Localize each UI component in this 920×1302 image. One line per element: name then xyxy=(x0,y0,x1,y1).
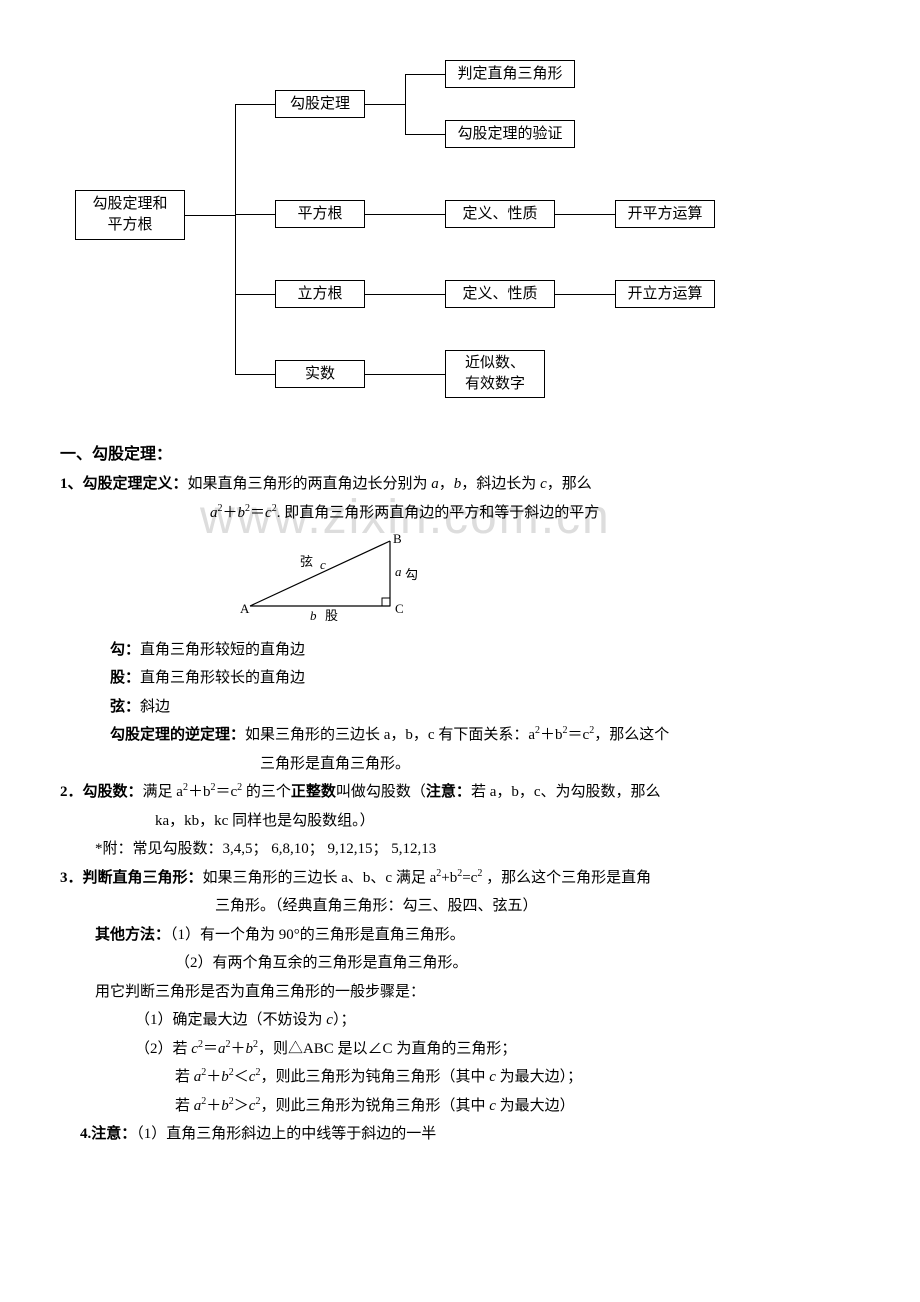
box-approx: 近似数、 有效数字 xyxy=(445,350,545,398)
svg-text:B: B xyxy=(393,531,402,546)
svg-text:A: A xyxy=(240,601,250,616)
box-sqrt-def: 定义、性质 xyxy=(445,200,555,228)
box-cbrt: 立方根 xyxy=(275,280,365,308)
box-verify: 勾股定理的验证 xyxy=(445,120,575,148)
def-gu: 直角三角形较长的直角边 xyxy=(140,670,305,686)
def-xian: 斜边 xyxy=(140,699,170,715)
box-root: 勾股定理和 平方根 xyxy=(75,190,185,240)
p2-sub: ka，kb，kc 同样也是勾股数组。） xyxy=(60,807,860,836)
p1-lead: 1、勾股定理定义： xyxy=(60,476,188,492)
svg-text:弦: 弦 xyxy=(300,554,313,569)
svg-text:a: a xyxy=(395,564,402,579)
concept-diagram: 勾股定理和 平方根 勾股定理 平方根 立方根 实数 判定直角三角形 勾股定理的验… xyxy=(60,40,860,420)
def-gou: 直角三角形较短的直角边 xyxy=(140,642,305,658)
p3-s2: （2）若 c2＝a2＋b2，则△ABC 是以∠C 为直角的三角形； xyxy=(60,1035,860,1064)
svg-text:c: c xyxy=(320,557,326,572)
inverse-sub: 三角形是直角三角形。 xyxy=(60,750,860,779)
document-content: 一、勾股定理： 1、勾股定理定义：如果直角三角形的两直角边长分别为 a，b，斜边… xyxy=(60,440,860,1149)
box-sqrt-op: 开平方运算 xyxy=(615,200,715,228)
p3-lead: 3．判断直角三角形： xyxy=(60,870,203,886)
p3-step: 用它判断三角形是否为直角三角形的一般步骤是： xyxy=(60,978,860,1007)
p3-sub: 三角形。（经典直角三角形：勾三、股四、弦五） xyxy=(60,892,860,921)
box-real: 实数 xyxy=(275,360,365,388)
p1-sub: a2＋b2＝c2. 即直角三角形两直角边的平方和等于斜边的平方 xyxy=(60,499,860,528)
svg-text:股: 股 xyxy=(325,608,338,621)
p3-o1: （1）有一个角为 90°的三角形是直角三角形。 xyxy=(170,927,465,943)
p3-o2: （2）有两个角互余的三角形是直角三角形。 xyxy=(60,949,860,978)
def-gou-lead: 勾： xyxy=(110,642,140,658)
inverse-text: 如果三角形的三边长 a，b，c 有下面关系：a2＋b2＝c2，那么这个 xyxy=(245,727,669,743)
p2-text: 满足 a2＋b2＝c2 的三个正整数叫做勾股数（注意：若 a，b，c、为勾股数，… xyxy=(143,784,661,800)
section-title: 一、勾股定理： xyxy=(60,440,860,470)
def-xian-lead: 弦： xyxy=(110,699,140,715)
p3-other-lead: 其他方法： xyxy=(95,927,170,943)
box-cbrt-def: 定义、性质 xyxy=(445,280,555,308)
right-triangle-figure: A B C 弦 c a 勾 b 股 xyxy=(230,531,450,621)
p4-text: （1）直角三角形斜边上的中线等于斜边的一半 xyxy=(136,1126,436,1142)
def-gu-lead: 股： xyxy=(110,670,140,686)
p1-text: 如果直角三角形的两直角边长分别为 a，b，斜边长为 c，那么 xyxy=(188,476,592,492)
box-gougu: 勾股定理 xyxy=(275,90,365,118)
box-cbrt-op: 开立方运算 xyxy=(615,280,715,308)
box-judge-rt: 判定直角三角形 xyxy=(445,60,575,88)
p3-s2b: 若 a2＋b2＞c2，则此三角形为锐角三角形（其中 c 为最大边） xyxy=(60,1092,860,1121)
svg-text:C: C xyxy=(395,601,404,616)
p2-lead: 2．勾股数： xyxy=(60,784,143,800)
inverse-lead: 勾股定理的逆定理： xyxy=(110,727,245,743)
box-sqrt: 平方根 xyxy=(275,200,365,228)
svg-text:b: b xyxy=(310,608,317,621)
p2-note: *附：常见勾股数：3,4,5； 6,8,10； 9,12,15； 5,12,13 xyxy=(60,835,860,864)
svg-text:勾: 勾 xyxy=(405,567,418,582)
p3-s2a: 若 a2＋b2＜c2，则此三角形为钝角三角形（其中 c 为最大边）； xyxy=(60,1063,860,1092)
p3-s1: （1）确定最大边（不妨设为 c）； xyxy=(60,1006,860,1035)
p3-text: 如果三角形的三边长 a、b、c 满足 a2+b2=c2 ，那么这个三角形是直角 xyxy=(203,870,652,886)
p4-lead: 4.注意： xyxy=(80,1126,136,1142)
